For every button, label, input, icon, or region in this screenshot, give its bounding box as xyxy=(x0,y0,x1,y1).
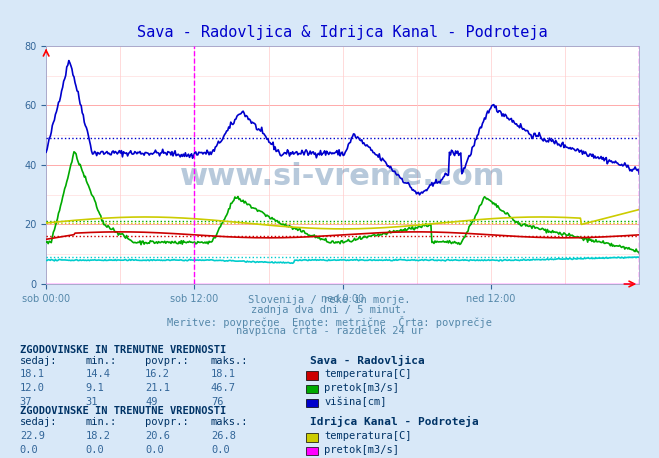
Text: Meritve: povprečne  Enote: metrične  Črta: povprečje: Meritve: povprečne Enote: metrične Črta:… xyxy=(167,316,492,327)
Text: 76: 76 xyxy=(211,397,223,407)
Text: 49: 49 xyxy=(145,397,158,407)
Text: maks.:: maks.: xyxy=(211,418,248,427)
Text: sedaj:: sedaj: xyxy=(20,418,57,427)
Text: pretok[m3/s]: pretok[m3/s] xyxy=(324,445,399,455)
Text: ZGODOVINSKE IN TRENUTNE VREDNOSTI: ZGODOVINSKE IN TRENUTNE VREDNOSTI xyxy=(20,345,226,354)
Text: 12.0: 12.0 xyxy=(20,383,45,393)
Text: povpr.:: povpr.: xyxy=(145,356,188,365)
Text: www.si-vreme.com: www.si-vreme.com xyxy=(180,162,505,191)
Text: 22.9: 22.9 xyxy=(20,431,45,441)
Text: 0.0: 0.0 xyxy=(145,445,163,455)
Text: ZGODOVINSKE IN TRENUTNE VREDNOSTI: ZGODOVINSKE IN TRENUTNE VREDNOSTI xyxy=(20,407,226,416)
Text: 0.0: 0.0 xyxy=(86,445,104,455)
Text: 26.8: 26.8 xyxy=(211,431,236,441)
Text: višina[cm]: višina[cm] xyxy=(324,397,387,407)
Text: 31: 31 xyxy=(86,397,98,407)
Text: Sava - Radovljica: Sava - Radovljica xyxy=(310,354,424,365)
Text: pretok[m3/s]: pretok[m3/s] xyxy=(324,383,399,393)
Text: 37: 37 xyxy=(20,397,32,407)
Title: Sava - Radovljica & Idrijca Kanal - Podroteja: Sava - Radovljica & Idrijca Kanal - Podr… xyxy=(137,26,548,40)
Text: 0.0: 0.0 xyxy=(20,445,38,455)
Text: Slovenija / reke in morje.: Slovenija / reke in morje. xyxy=(248,295,411,305)
Text: zadnja dva dni / 5 minut.: zadnja dva dni / 5 minut. xyxy=(251,305,408,316)
Text: 18.1: 18.1 xyxy=(211,370,236,379)
Text: 16.2: 16.2 xyxy=(145,370,170,379)
Text: temperatura[C]: temperatura[C] xyxy=(324,370,412,379)
Text: 18.2: 18.2 xyxy=(86,431,111,441)
Text: 46.7: 46.7 xyxy=(211,383,236,393)
Text: min.:: min.: xyxy=(86,418,117,427)
Text: temperatura[C]: temperatura[C] xyxy=(324,431,412,441)
Text: 14.4: 14.4 xyxy=(86,370,111,379)
Text: povpr.:: povpr.: xyxy=(145,418,188,427)
Text: sedaj:: sedaj: xyxy=(20,356,57,365)
Text: 21.1: 21.1 xyxy=(145,383,170,393)
Text: min.:: min.: xyxy=(86,356,117,365)
Text: 18.1: 18.1 xyxy=(20,370,45,379)
Text: Idrijca Kanal - Podroteja: Idrijca Kanal - Podroteja xyxy=(310,416,478,427)
Text: navpična črta - razdelek 24 ur: navpična črta - razdelek 24 ur xyxy=(236,326,423,336)
Text: maks.:: maks.: xyxy=(211,356,248,365)
Text: 20.6: 20.6 xyxy=(145,431,170,441)
Text: 0.0: 0.0 xyxy=(211,445,229,455)
Text: 9.1: 9.1 xyxy=(86,383,104,393)
